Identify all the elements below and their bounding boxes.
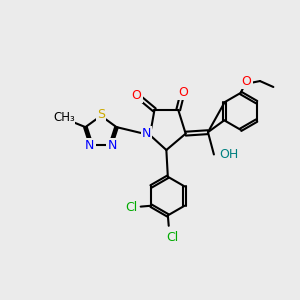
Text: Cl: Cl: [125, 201, 137, 214]
Text: OH: OH: [219, 148, 238, 161]
Text: CH₃: CH₃: [53, 111, 75, 124]
Text: O: O: [132, 88, 142, 101]
Text: N: N: [107, 139, 117, 152]
Text: N: N: [85, 139, 94, 152]
Text: O: O: [178, 85, 188, 98]
Text: O: O: [242, 75, 251, 88]
Text: N: N: [142, 127, 151, 140]
Text: S: S: [97, 108, 105, 121]
Text: Cl: Cl: [166, 231, 178, 244]
